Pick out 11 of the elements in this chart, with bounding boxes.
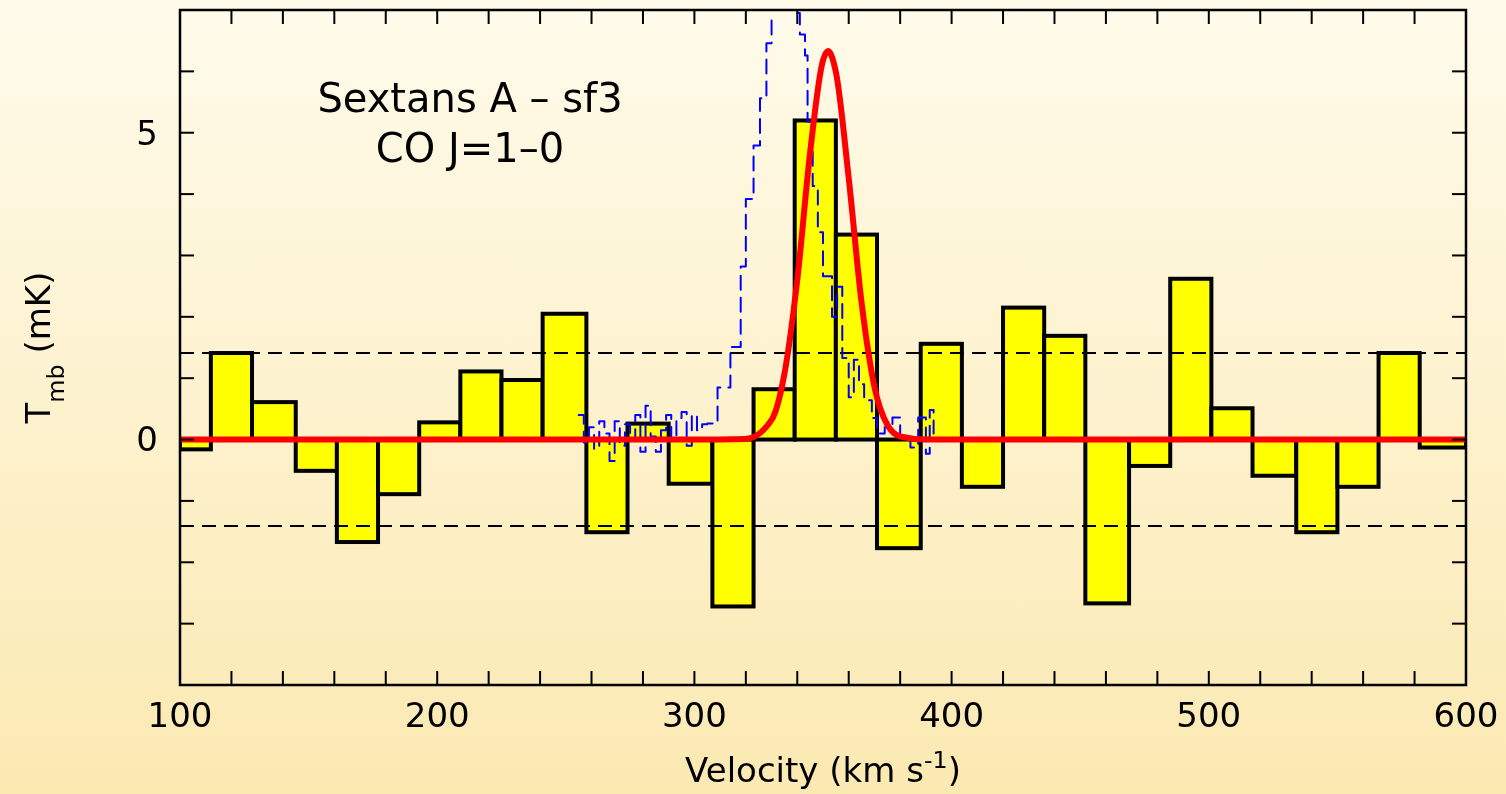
- x-axis-title: Velocity (km s$^{-1}$): [685, 746, 961, 790]
- x-tick-label: 200: [404, 695, 470, 735]
- x-tick-label: 500: [1176, 695, 1242, 735]
- x-tick-label: 100: [147, 695, 213, 735]
- x-tick-label: 400: [919, 695, 985, 735]
- x-tick-label: 600: [1433, 695, 1499, 735]
- annotation: CO J=1–0: [375, 125, 565, 171]
- x-tick-label: 300: [661, 695, 727, 735]
- y-tick-label: 5: [136, 112, 158, 153]
- y-tick-label: 0: [136, 419, 158, 460]
- annotation: Sextans A – sf3: [317, 75, 623, 121]
